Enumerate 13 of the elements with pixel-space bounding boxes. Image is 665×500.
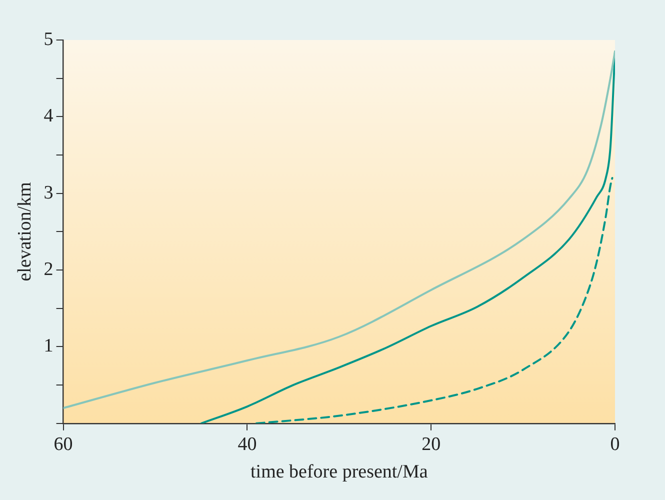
y-axis-title: elevation/km	[14, 182, 36, 282]
x-tick-label: 40	[238, 434, 257, 455]
x-tick-label: 20	[422, 434, 441, 455]
y-tick-label: 1	[44, 336, 54, 357]
x-tick-label: 60	[54, 434, 73, 455]
x-axis-title: time before present/Ma	[250, 462, 428, 483]
y-tick-label: 4	[44, 106, 54, 127]
line-series	[63, 50, 615, 410]
x-tick-label: 0	[610, 434, 620, 455]
y-tick-label: 3	[44, 182, 54, 204]
line-series	[255, 177, 614, 424]
y-tick-label: 5	[44, 28, 54, 50]
y-tick-label: 2	[44, 259, 54, 280]
